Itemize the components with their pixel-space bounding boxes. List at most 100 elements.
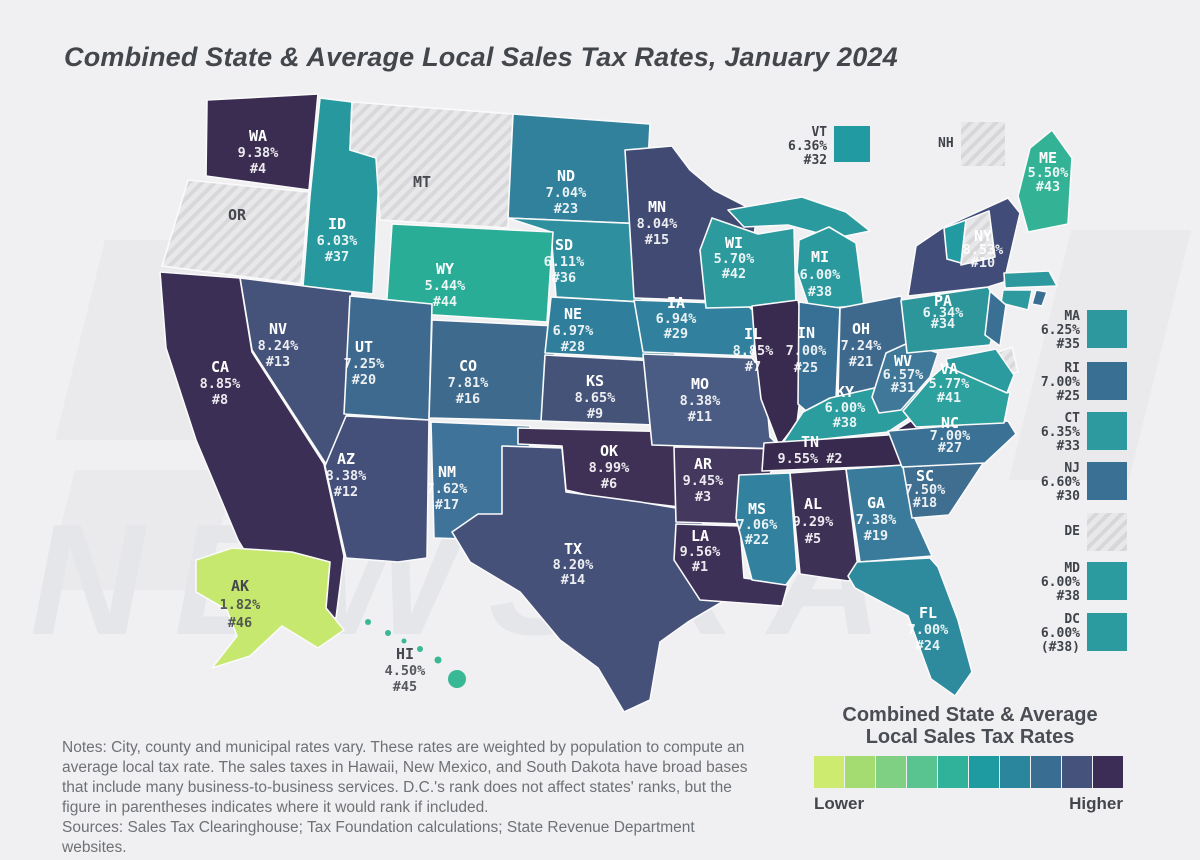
- state-label-MO: MO8.38%#11: [680, 375, 722, 425]
- state-label-CA: CA8.85%#8: [200, 358, 242, 408]
- svg-text:MO: MO: [691, 375, 709, 393]
- legend-swatch-2: [845, 756, 875, 788]
- svg-text:KY: KY: [836, 383, 854, 401]
- svg-text:7.25%: 7.25%: [344, 356, 386, 372]
- svg-text:AR: AR: [694, 455, 713, 473]
- state-label-TN: TN9.55% #2: [777, 433, 842, 467]
- state-shape-FL: [847, 557, 973, 697]
- svg-text:7.24%: 7.24%: [841, 338, 883, 354]
- svg-text:5.50%: 5.50%: [1028, 165, 1070, 181]
- state-label-IN: IN7.00%#25: [786, 324, 828, 376]
- callout-DE: DE: [938, 513, 1127, 551]
- svg-text:#1: #1: [692, 559, 708, 575]
- svg-text:AL: AL: [804, 495, 822, 513]
- state-label-MI: MI6.00%#38: [800, 248, 842, 300]
- svg-text:#29: #29: [664, 326, 688, 342]
- MA-swatch: [1087, 310, 1127, 348]
- svg-text:#13: #13: [266, 354, 290, 370]
- callout-NJ: NJ 6.60% #30: [938, 462, 1127, 504]
- svg-text:ND: ND: [557, 167, 575, 185]
- state-shape-RI: [1031, 289, 1048, 307]
- svg-text:TN: TN: [801, 433, 819, 451]
- svg-text:#5: #5: [805, 531, 821, 547]
- svg-text:7.06%: 7.06%: [737, 517, 779, 533]
- svg-text:#38: #38: [808, 284, 832, 300]
- svg-text:ID: ID: [328, 215, 346, 233]
- state-shape-CA: [159, 271, 345, 619]
- state-shape-MI-up: [727, 196, 871, 239]
- DE-swatch: [1087, 513, 1127, 551]
- svg-text:PA: PA: [934, 292, 952, 310]
- svg-text:IA: IA: [667, 294, 685, 312]
- state-label-MN: MN8.04%#15: [637, 198, 679, 248]
- svg-text:#44: #44: [433, 294, 457, 310]
- legend-swatch-6: [969, 756, 999, 788]
- state-shape-NJ: [984, 290, 1007, 347]
- state-label-OH: OH7.24%#21: [841, 320, 883, 370]
- svg-text:8.38%: 8.38%: [326, 468, 368, 484]
- state-label-AR: AR9.45%#3: [683, 455, 725, 505]
- sources-text: Sources: Sales Tax Clearinghouse; Tax Fo…: [62, 819, 695, 856]
- svg-text:7.00%: 7.00%: [908, 622, 950, 638]
- svg-text:6.03%: 6.03%: [317, 233, 359, 249]
- svg-text:6.94%: 6.94%: [656, 311, 698, 327]
- svg-text:#21: #21: [849, 354, 873, 370]
- state-shape-CT: [1000, 289, 1033, 311]
- state-label-LA: LA9.56%#1: [680, 527, 722, 575]
- svg-text:NV: NV: [269, 320, 287, 338]
- svg-text:#31: #31: [891, 380, 915, 396]
- svg-text:VA: VA: [940, 360, 958, 378]
- state-label-CO: CO7.81%#16: [448, 357, 490, 407]
- state-label-AK: AK 1.82% #46: [220, 577, 262, 631]
- state-label-UT: UT7.25%#20: [344, 338, 386, 388]
- svg-text:NC: NC: [941, 414, 959, 432]
- state-shape-HI: [365, 619, 466, 688]
- legend-swatch-5: [938, 756, 968, 788]
- legend: Combined State & Average Local Sales Tax…: [800, 704, 1140, 814]
- legend-swatch-8: [1031, 756, 1061, 788]
- svg-text:8.99%: 8.99%: [589, 460, 631, 476]
- MD-swatch: [1087, 562, 1127, 600]
- callout-MD: MD 6.00% #38: [938, 562, 1127, 604]
- svg-text:5.77%: 5.77%: [929, 376, 971, 392]
- svg-text:#23: #23: [554, 201, 578, 217]
- svg-text:#38: #38: [833, 415, 857, 431]
- svg-text:IL: IL: [744, 325, 762, 343]
- callout-MA-label: MA 6.25% #35: [1040, 309, 1080, 352]
- page-title: Combined State & Average Local Sales Tax…: [64, 42, 898, 73]
- state-shape-MA: [1003, 270, 1058, 289]
- svg-text:SD: SD: [555, 236, 573, 254]
- callout-CT-label: CT 6.35% #33: [1040, 411, 1080, 454]
- state-label-WY: WY5.44%#44: [425, 260, 467, 310]
- state-label-NY: NY8.53%#10: [963, 227, 1005, 271]
- svg-text:#17: #17: [435, 497, 459, 513]
- svg-text:#34: #34: [931, 316, 955, 332]
- state-shape-OR: [161, 179, 310, 285]
- svg-text:4.50%: 4.50%: [385, 663, 427, 679]
- svg-text:8.85%: 8.85%: [733, 343, 775, 359]
- legend-title-line2: Local Sales Tax Rates: [865, 726, 1075, 748]
- state-label-NM: NM7.62%#17: [427, 463, 469, 513]
- svg-text:#36: #36: [552, 270, 576, 286]
- svg-text:TX: TX: [564, 540, 582, 558]
- svg-text:KS: KS: [586, 372, 604, 390]
- svg-text:5.44%: 5.44%: [425, 278, 467, 294]
- state-label-MT: MT: [413, 173, 431, 191]
- svg-text:#14: #14: [561, 572, 585, 588]
- state-shape-WI: [699, 217, 797, 309]
- svg-text:8.85%: 8.85%: [200, 376, 242, 392]
- svg-text:NM: NM: [438, 463, 456, 481]
- callout-DC: DC 6.00% (#38): [938, 613, 1127, 655]
- callout-DE-label: DE: [1064, 524, 1080, 539]
- callout-NH: NH: [938, 122, 1005, 166]
- legend-color-ramp: [814, 756, 1123, 788]
- svg-text:#46: #46: [228, 615, 252, 631]
- svg-text:OH: OH: [852, 320, 870, 338]
- callout-VT-label: VT 6.36% #32: [788, 125, 828, 168]
- callout-VT: VT 6.36% #32: [788, 125, 871, 168]
- svg-text:#18: #18: [913, 495, 937, 511]
- svg-text:6.11%: 6.11%: [544, 254, 586, 270]
- svg-text:8.65%: 8.65%: [575, 390, 617, 406]
- svg-text:#8: #8: [212, 392, 228, 408]
